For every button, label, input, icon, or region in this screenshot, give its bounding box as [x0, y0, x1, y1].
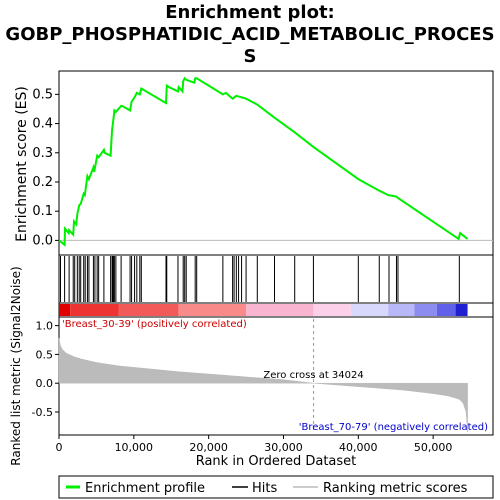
legend-item-hits: Hits — [232, 481, 277, 496]
metric-y-tick-label: 0.0 — [36, 377, 54, 390]
colorbar-segment — [350, 304, 389, 316]
x-tick-label: 0 — [56, 441, 63, 454]
colorbar-segment — [455, 304, 468, 316]
colorbar-segment — [414, 304, 437, 316]
colorbar-segment — [118, 304, 179, 316]
es-y-tick-label: 0.1 — [32, 204, 53, 219]
colorbar-segment — [436, 304, 456, 316]
colorbar-segment — [59, 304, 71, 316]
es-y-tick-label: 0.2 — [32, 175, 53, 190]
metric-y-axis: -0.5 0.0 0.5 1.0 — [32, 320, 59, 419]
enrichment-profile-line — [58, 76, 469, 247]
x-tick-label: 50,000 — [414, 441, 453, 454]
es-y-axis: 0.0 0.1 0.2 0.3 0.4 0.5 — [32, 87, 59, 248]
metric-y-axis-label: Ranked list metric (Signal2Noise) — [9, 266, 23, 465]
colorbar-segment — [388, 304, 415, 316]
colorbar-segment — [246, 304, 314, 316]
legend-label-ranking-metric: Ranking metric scores — [323, 481, 468, 496]
hits-rug — [59, 256, 460, 302]
metric-y-tick-label: 1.0 — [36, 320, 54, 333]
x-tick-label: 20,000 — [189, 441, 228, 454]
positive-label: 'Breast_30-39' (positively correlated) — [62, 319, 247, 330]
legend-frame — [58, 475, 494, 499]
legend-item-enrichment-profile: Enrichment profile — [66, 481, 205, 496]
x-axis: 0 10,000 20,000 30,000 40,000 50,000 — [56, 435, 453, 454]
x-tick-label: 10,000 — [115, 441, 154, 454]
negative-label: 'Breast_70-79' (negatively correlated) — [299, 422, 488, 433]
hits-panel-frame — [58, 254, 494, 304]
es-y-tick-label: 0.0 — [32, 233, 53, 248]
metric-y-tick-label: 0.5 — [36, 348, 54, 361]
colorbar-segment — [178, 304, 247, 316]
legend-label-hits: Hits — [252, 481, 277, 496]
es-y-tick-label: 0.3 — [32, 146, 53, 161]
x-axis-label: Rank in Ordered Dataset — [196, 454, 357, 469]
es-y-axis-label: Enrichment score (ES) — [14, 86, 30, 242]
ranked-list-colorbar — [59, 304, 468, 316]
es-y-tick-label: 0.4 — [32, 117, 53, 132]
colorbar-segment — [70, 304, 119, 316]
legend-item-ranking-metric: Ranking metric scores — [293, 481, 468, 496]
x-tick-label: 30,000 — [264, 441, 303, 454]
chart-title: Enrichment plot: GOBP_PHOSPHATIDIC_ACID_… — [5, 2, 494, 67]
title-line-2: GOBP_PHOSPHATIDIC_ACID_METABOLIC_PROCES — [5, 24, 494, 45]
legend-label-enrichment-profile: Enrichment profile — [85, 481, 205, 496]
title-line-1: Enrichment plot: — [165, 2, 335, 23]
title-line-3: S — [244, 46, 257, 67]
es-panel-frame — [58, 70, 494, 256]
colorbar-segment — [313, 304, 351, 316]
x-tick-label: 40,000 — [339, 441, 378, 454]
zero-cross-label: Zero cross at 34024 — [263, 370, 363, 381]
metric-y-tick-label: -0.5 — [32, 406, 53, 419]
es-y-tick-label: 0.5 — [32, 87, 53, 102]
ranking-metric-area — [58, 338, 468, 433]
